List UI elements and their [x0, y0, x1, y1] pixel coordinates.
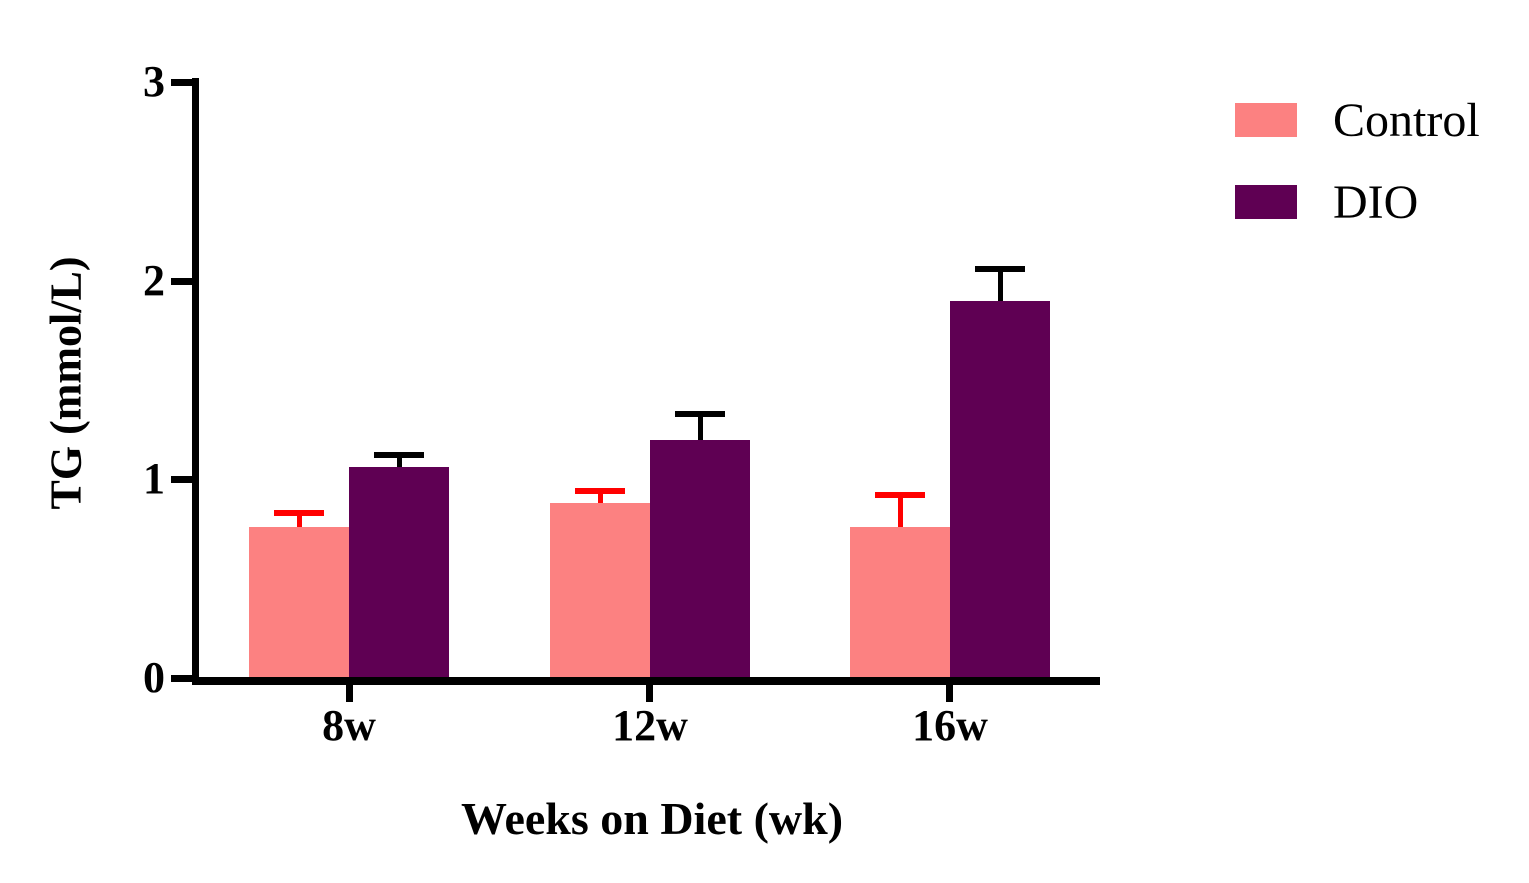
y-tick [171, 675, 192, 682]
legend-item-dio: DIO [1235, 176, 1480, 229]
bar-dio-8w [349, 467, 449, 678]
y-tick [171, 79, 192, 86]
error-bar-stem [998, 269, 1003, 301]
legend-label-dio: DIO [1333, 175, 1419, 229]
legend-swatch-dio [1235, 185, 1297, 219]
error-bar-cap [274, 510, 324, 516]
y-tick-label: 0 [143, 653, 165, 702]
legend-swatch-control [1235, 103, 1297, 137]
error-bar-stem [397, 455, 402, 467]
legend-item-control: Control [1235, 94, 1480, 147]
error-bar-cap [374, 452, 424, 458]
y-tick [171, 278, 192, 285]
legend-label-control: Control [1333, 93, 1480, 147]
error-bar-stem [297, 513, 302, 527]
x-category-label: 12w [612, 701, 688, 750]
y-tick-label: 2 [143, 256, 165, 305]
error-bar-stem [598, 491, 603, 503]
bar-control-12w [550, 503, 650, 678]
error-bar-cap [675, 411, 725, 417]
x-axis-title: Weeks on Diet (wk) [460, 793, 844, 844]
bar-control-8w [249, 527, 349, 678]
x-tick [946, 685, 953, 702]
error-bar-stem [698, 414, 703, 440]
bar-dio-12w [650, 440, 750, 678]
error-bar-cap [575, 488, 625, 494]
y-tick [171, 476, 192, 483]
legend: Control DIO [1235, 94, 1480, 260]
y-tick-label: 1 [143, 454, 165, 503]
bar-dio-16w [950, 301, 1050, 678]
y-axis-line [192, 78, 199, 685]
x-category-label: 8w [322, 701, 376, 750]
error-bar-stem [898, 495, 903, 527]
x-tick [646, 685, 653, 702]
error-bar-cap [975, 266, 1025, 272]
y-axis-title: TG (mmol/L) [41, 256, 91, 510]
bar-control-16w [850, 527, 950, 678]
error-bar-cap [875, 492, 925, 498]
y-tick-label: 3 [143, 57, 165, 106]
x-axis-line [192, 677, 1100, 685]
x-tick [346, 685, 353, 702]
x-category-label: 16w [912, 701, 988, 750]
